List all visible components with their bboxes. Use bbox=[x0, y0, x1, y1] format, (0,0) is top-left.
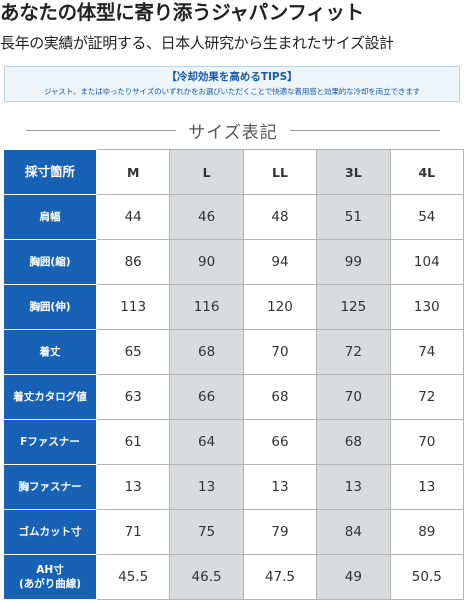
cell: 70 bbox=[242, 329, 318, 375]
row-label: AH寸 (あがり曲線) bbox=[3, 554, 97, 600]
cell: 13 bbox=[389, 464, 465, 510]
cell: 3L bbox=[316, 149, 391, 195]
cell: M bbox=[95, 149, 171, 195]
cell: 75 bbox=[169, 509, 244, 555]
row-label: 採寸箇所 bbox=[3, 149, 97, 195]
cell: 48 bbox=[242, 194, 318, 240]
cell: 65 bbox=[95, 329, 171, 375]
cell: 113 bbox=[95, 284, 171, 330]
cell: 66 bbox=[169, 374, 244, 420]
cell: 71 bbox=[95, 509, 171, 555]
cell: 46.5 bbox=[169, 554, 244, 600]
tips-box: 【冷却効果を高めるTIPS】 ジャスト、またはゆったりサイズのいずれかをお選びい… bbox=[4, 66, 460, 102]
cell: 125 bbox=[316, 284, 391, 330]
cell: 13 bbox=[242, 464, 318, 510]
cell: 61 bbox=[95, 419, 171, 465]
cell: 68 bbox=[169, 329, 244, 375]
cell: 72 bbox=[316, 329, 391, 375]
cell: 70 bbox=[316, 374, 391, 420]
row-label: 着丈 bbox=[3, 329, 97, 375]
cell: 68 bbox=[316, 419, 391, 465]
cell: 47.5 bbox=[242, 554, 318, 600]
table-row: 胸囲(伸) 113 116 120 125 130 bbox=[3, 284, 465, 330]
cell: 50.5 bbox=[389, 554, 465, 600]
rule bbox=[289, 129, 440, 131]
cell: 13 bbox=[316, 464, 391, 510]
row-label: 肩幅 bbox=[3, 194, 97, 240]
cell: 68 bbox=[242, 374, 318, 420]
title: あなたの体型に寄り添うジャパンフィット bbox=[0, 1, 364, 24]
tips-text: ジャスト、またはゆったりサイズのいずれかをお選びいただくことで快適な着用感と効果… bbox=[43, 87, 421, 96]
table-row: ゴムカット寸 71 75 79 84 89 bbox=[3, 509, 465, 555]
cell: 54 bbox=[389, 194, 465, 240]
cell: 44 bbox=[95, 194, 171, 240]
table-body: 採寸箇所 M L LL 3L 4L 肩幅 44 46 48 51 54 胸囲(縮) 86 90 94 99 104… bbox=[3, 149, 465, 600]
cell: 66 bbox=[242, 419, 318, 465]
row-label: 胸囲(縮) bbox=[3, 239, 97, 285]
cell: 99 bbox=[316, 239, 391, 285]
cell: 86 bbox=[95, 239, 171, 285]
cell: 130 bbox=[389, 284, 465, 330]
cell: 104 bbox=[389, 239, 465, 285]
cell: 46 bbox=[169, 194, 244, 240]
row-label: Fファスナー bbox=[3, 419, 97, 465]
size-table: 採寸箇所 M L LL 3L 4L 肩幅 44 46 48 51 54 胸囲(縮) 86 90 94 99 104… bbox=[3, 149, 465, 600]
cell: 51 bbox=[316, 194, 391, 240]
row-label: ゴムカット寸 bbox=[3, 509, 97, 555]
cell: LL bbox=[242, 149, 318, 195]
cell: 94 bbox=[242, 239, 318, 285]
row-label: 胸ファスナー bbox=[3, 464, 97, 510]
table-row: Fファスナー 61 64 66 68 70 bbox=[3, 419, 465, 465]
cell: 72 bbox=[389, 374, 465, 420]
cell: 49 bbox=[316, 554, 391, 600]
table-row: AH寸 (あがり曲線) 45.5 46.5 47.5 49 50.5 bbox=[3, 554, 465, 600]
row-label: 胸囲(伸) bbox=[3, 284, 97, 330]
cell: 116 bbox=[169, 284, 244, 330]
cell: 4L bbox=[389, 149, 465, 195]
table-row: 胸ファスナー 13 13 13 13 13 bbox=[3, 464, 465, 510]
cell: 70 bbox=[389, 419, 465, 465]
section-title: サイズ表記 bbox=[188, 122, 278, 143]
row-label: 着丈カタログ値 bbox=[3, 374, 97, 420]
rule bbox=[26, 129, 177, 131]
section-header: サイズ表記 bbox=[0, 118, 466, 143]
cell: 79 bbox=[242, 509, 318, 555]
cell: 84 bbox=[316, 509, 391, 555]
cell: 45.5 bbox=[95, 554, 171, 600]
cell: 13 bbox=[169, 464, 244, 510]
table-row: 着丈 65 68 70 72 74 bbox=[3, 329, 465, 375]
table-row: 胸囲(縮) 86 90 94 99 104 bbox=[3, 239, 465, 285]
cell: 63 bbox=[95, 374, 171, 420]
cell: 90 bbox=[169, 239, 244, 285]
table-row: 採寸箇所 M L LL 3L 4L bbox=[3, 149, 465, 195]
cell: L bbox=[169, 149, 244, 195]
cell: 64 bbox=[169, 419, 244, 465]
cell: 74 bbox=[389, 329, 465, 375]
table-row: 肩幅 44 46 48 51 54 bbox=[3, 194, 465, 240]
tips-title: 【冷却効果を高めるTIPS】 bbox=[166, 71, 298, 83]
cell: 120 bbox=[242, 284, 318, 330]
table-row: 着丈カタログ値 63 66 68 70 72 bbox=[3, 374, 465, 420]
subtitle: 長年の実績が証明する、日本人研究から生まれたサイズ設計 bbox=[0, 34, 394, 52]
cell: 13 bbox=[95, 464, 171, 510]
cell: 89 bbox=[389, 509, 465, 555]
